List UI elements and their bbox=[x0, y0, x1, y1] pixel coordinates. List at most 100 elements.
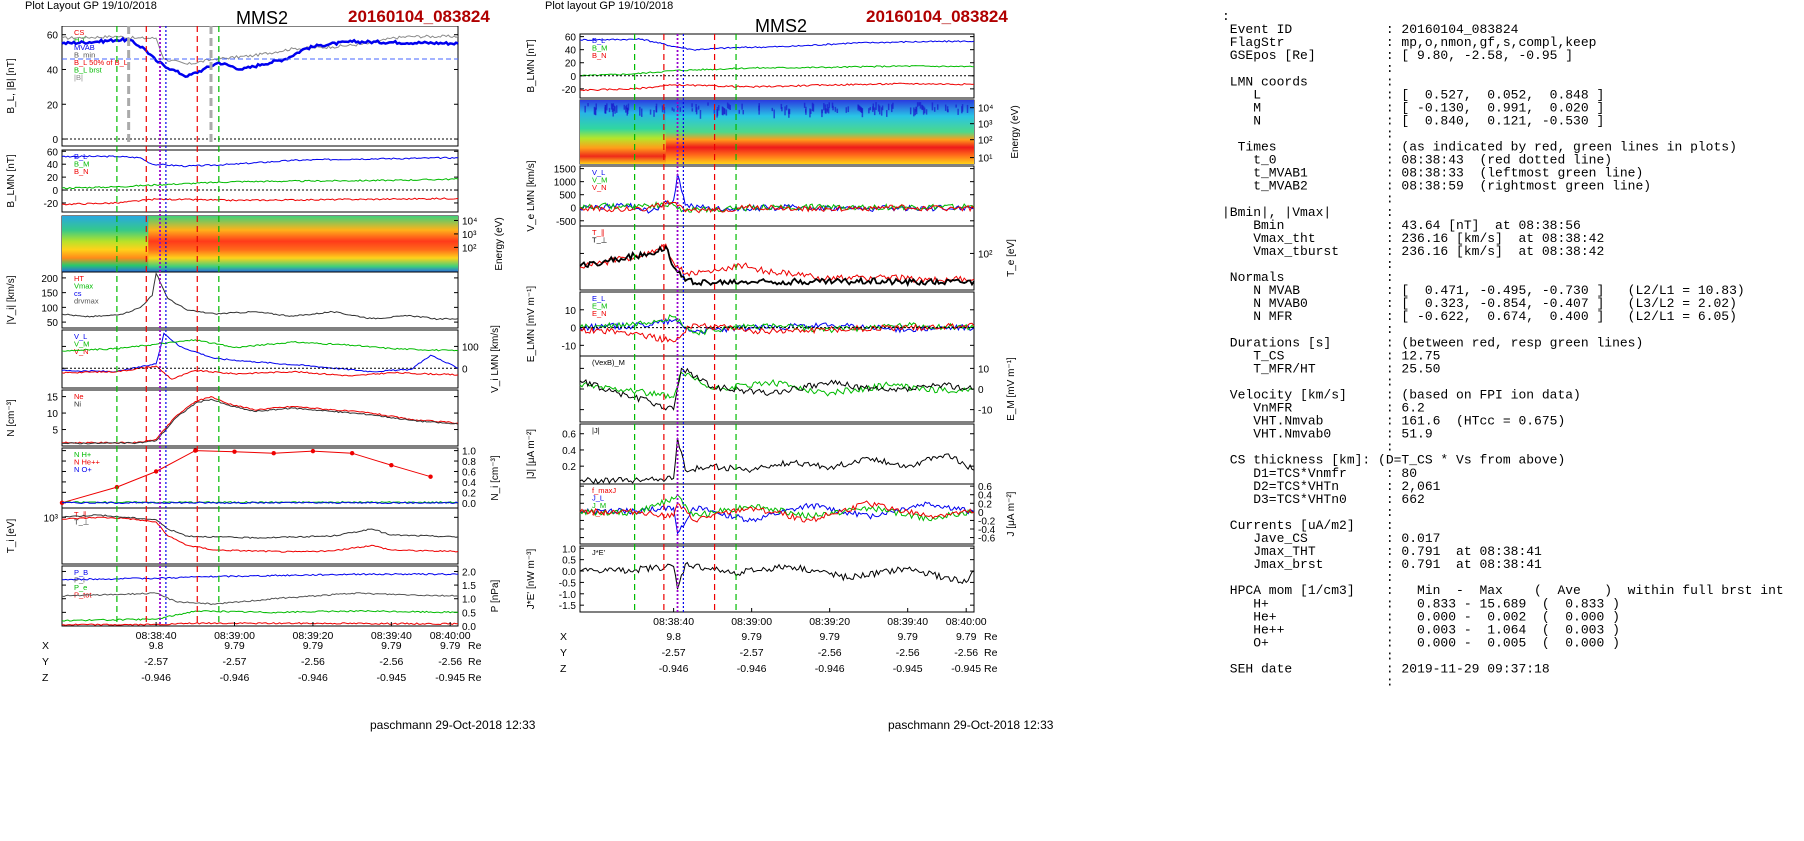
legend-entry: V_L bbox=[74, 332, 87, 341]
series-b-l bbox=[579, 38, 975, 51]
time-tick-label: 08:39:00 bbox=[214, 630, 255, 642]
legend-entry: P_i bbox=[74, 576, 85, 585]
legend-entry: B_M bbox=[74, 160, 89, 169]
series-e-n bbox=[579, 322, 975, 343]
position-value: 9.8 bbox=[666, 631, 681, 643]
legend-entry: B_L brst bbox=[74, 66, 103, 75]
panel-7: 1.00.80.60.40.20.0 N_i [cm⁻³] N H+N He++N … bbox=[59, 447, 501, 510]
ytick-label: 10² bbox=[978, 249, 993, 260]
position-value: 9.79 bbox=[440, 640, 461, 652]
ytick-label: 1.0 bbox=[462, 447, 476, 458]
info-line: LMN coords : bbox=[1222, 74, 1394, 89]
panel-frame bbox=[579, 225, 975, 291]
info-line: : bbox=[1222, 570, 1394, 585]
ytick-label: -1.0 bbox=[559, 590, 577, 601]
panel-ylabel: Energy (eV) bbox=[1010, 105, 1021, 158]
series-p-e bbox=[61, 609, 459, 622]
panel-1: 60 40 20 0 -20 B_LMN [nT] B_LB_MB_N bbox=[526, 33, 975, 99]
legend-entry: T_∥ bbox=[74, 510, 87, 519]
legend-entry: P_B bbox=[74, 568, 88, 577]
panel-ylabel: N [cm⁻³] bbox=[6, 399, 17, 437]
info-line: Jmax_THT : 0.791 at 08:38:41 bbox=[1222, 544, 1542, 559]
position-value: -0.945 bbox=[376, 672, 406, 684]
ytick-label: 40 bbox=[565, 46, 577, 57]
legend-entry: E_M bbox=[592, 302, 607, 311]
series-b-n bbox=[579, 82, 975, 92]
ytick-label: 0.2 bbox=[462, 488, 476, 499]
ytick-label: -10 bbox=[562, 341, 577, 352]
ytick-label: 0.6 bbox=[562, 430, 576, 441]
legend-entry: J*E' bbox=[592, 548, 606, 557]
position-value: -2.56 bbox=[818, 647, 842, 659]
panel-frame bbox=[61, 447, 459, 509]
info-line: Bmin : 43.64 [nT] at 08:38:56 bbox=[1222, 218, 1581, 233]
position-value: -2.57 bbox=[144, 656, 168, 668]
legend-entry: B_M bbox=[592, 44, 607, 53]
series-t- bbox=[61, 514, 459, 539]
ytick-label: 100 bbox=[462, 342, 479, 353]
ytick-label: 500 bbox=[559, 191, 576, 202]
ytick-label: 40 bbox=[47, 160, 59, 171]
legend-entry: T_⊥ bbox=[74, 518, 90, 527]
series-b-m bbox=[579, 65, 975, 77]
data-point bbox=[349, 451, 355, 456]
legend-entry: MVAB bbox=[74, 43, 95, 52]
legend-entry: HT bbox=[74, 274, 84, 283]
ytick-label: 0.5 bbox=[562, 556, 576, 567]
legend-entry: |B| bbox=[74, 73, 83, 82]
info-line: Currents [uA/m2] : bbox=[1222, 518, 1394, 533]
data-point bbox=[153, 469, 159, 474]
info-line: : bbox=[1222, 61, 1394, 76]
ytick-label: 0 bbox=[462, 364, 468, 375]
ytick-label: 20 bbox=[47, 173, 59, 184]
info-line: O+ : 0.000 - 0.005 ( 0.000 ) bbox=[1222, 635, 1620, 650]
time-tick-label: 08:39:20 bbox=[292, 630, 333, 642]
info-line: Event ID : 20160104_083824 bbox=[1222, 22, 1519, 37]
position-row-label: Z bbox=[42, 672, 49, 684]
panel-frame bbox=[579, 165, 975, 227]
figure2-header: Plot layout GP 19/10/2018 bbox=[545, 0, 674, 12]
info-line: Vmax_tburst : 236.16 [km/s] at 08:38:42 bbox=[1222, 244, 1604, 259]
ytick-label: 60 bbox=[47, 147, 59, 158]
spectrogram-sheath-region bbox=[148, 216, 458, 272]
panel-2: 10⁴ 10³ 10² 10¹ Energy (eV) bbox=[579, 99, 1021, 165]
position-value: -0.946 bbox=[659, 663, 689, 675]
ytick-label: 1000 bbox=[554, 178, 577, 189]
position-value: 9.79 bbox=[741, 631, 762, 643]
panel-ylabel: P [nPa] bbox=[490, 579, 501, 612]
legend-entry: N H+ bbox=[74, 450, 92, 459]
figure1-event-id: 20160104_083824 bbox=[348, 7, 490, 26]
info-line: : bbox=[1222, 440, 1394, 455]
legend-entry: N He++ bbox=[74, 458, 100, 467]
ytick-label: 1.0 bbox=[562, 544, 576, 555]
ytick-label: 1.5 bbox=[462, 581, 476, 592]
series-v-n bbox=[61, 365, 459, 380]
series--b- bbox=[61, 34, 459, 65]
ytick-label: 10 bbox=[565, 306, 577, 317]
panel-frame bbox=[61, 389, 459, 447]
ytick-label: -20 bbox=[44, 199, 59, 210]
legend-entry: |J| bbox=[592, 426, 600, 435]
event-info-panel: : Event ID : 20160104_083824 FlagStr : m… bbox=[1222, 9, 1784, 690]
series-v-n bbox=[579, 199, 975, 214]
position-value: -0.946 bbox=[815, 663, 845, 675]
legend-entry: P_e bbox=[74, 583, 87, 592]
info-line: M : [ -0.130, 0.991, 0.020 ] bbox=[1222, 100, 1604, 115]
panel-ylabel: J [μA m⁻²] bbox=[1006, 491, 1017, 536]
series-b-n bbox=[61, 197, 459, 206]
ytick-label: 100 bbox=[41, 303, 58, 314]
series--vi- bbox=[61, 272, 459, 321]
ytick-label: 0.6 bbox=[462, 467, 476, 478]
info-line: Vmax_tht : 236.16 [km/s] at 08:38:42 bbox=[1222, 231, 1604, 246]
data-point bbox=[232, 449, 237, 454]
position-value: 9.79 bbox=[956, 631, 977, 643]
panel-6: 10 0 -10 E_M [mV m⁻¹] (VexB)_M bbox=[579, 355, 1017, 423]
position-value: -0.946 bbox=[298, 672, 328, 684]
series-t- bbox=[579, 243, 975, 284]
series-t- bbox=[61, 516, 459, 553]
data-point bbox=[310, 448, 316, 454]
